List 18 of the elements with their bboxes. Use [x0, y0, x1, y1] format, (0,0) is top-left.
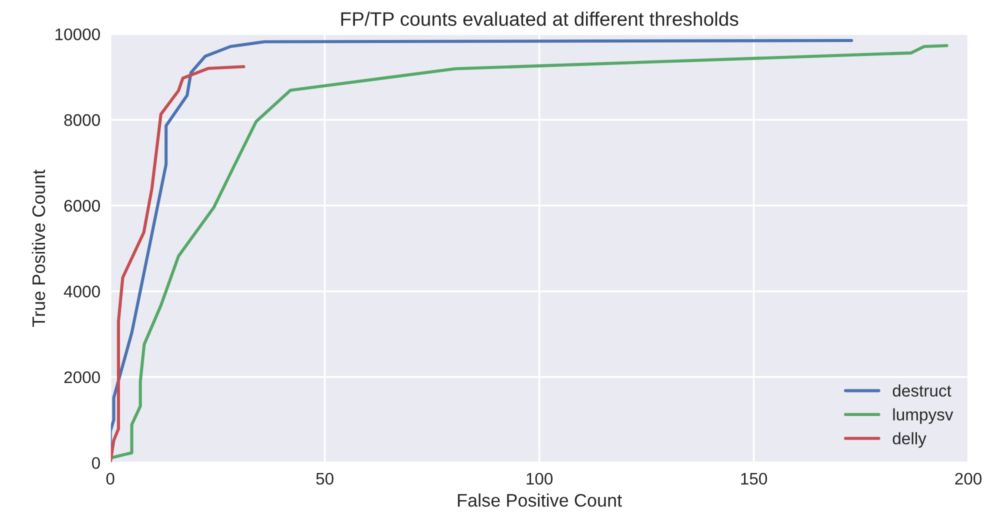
y-tick-label: 8000 — [64, 114, 100, 126]
y-axis-title: True Positive Count — [32, 170, 46, 327]
x-tick-label: 200 — [955, 472, 982, 485]
y-tick-label: 10000 — [56, 28, 100, 40]
y-tick-label: 4000 — [64, 286, 100, 298]
chart-title: FP/TP counts evaluated at different thresholds — [341, 12, 738, 26]
x-tick-label: 100 — [526, 472, 553, 485]
x-tick-label: 150 — [741, 472, 768, 485]
x-axis-title: False Positive Count — [458, 494, 622, 507]
line-series — [110, 65, 246, 463]
x-tick-label: 50 — [316, 472, 334, 485]
y-tick-label: 0 — [92, 457, 100, 469]
legend-label: destruct — [892, 384, 952, 397]
legend-label: delly — [892, 432, 926, 448]
y-tick-label: 6000 — [64, 200, 100, 212]
y-tick-label: 2000 — [64, 371, 100, 384]
legend-label: lumpysv — [893, 408, 954, 424]
x-tick-label: 0 — [106, 472, 114, 485]
